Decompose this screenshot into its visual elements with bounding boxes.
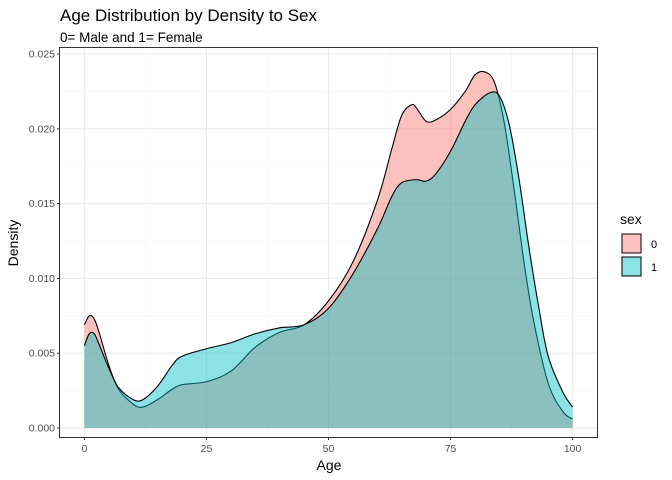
x-tick-label: 0: [81, 443, 87, 455]
x-axis-label: Age: [317, 457, 342, 473]
x-tick-label: 75: [445, 443, 457, 455]
plot-border: [59, 47, 598, 438]
legend-key-bg: [621, 233, 642, 254]
legend: sex 0 1: [620, 211, 657, 277]
x-tick-label: 50: [323, 443, 335, 455]
y-axis-label: Density: [5, 220, 21, 267]
density-line-sex-0: [83, 70, 573, 420]
y-tick-label: 0.000: [29, 423, 55, 435]
x-tick-label: 25: [201, 443, 213, 455]
chart-title: Age Distribution by Density to Sex: [60, 6, 318, 25]
legend-label-sex-1: 1: [651, 262, 657, 274]
grid-lines: [60, 48, 597, 437]
legend-key-sex-1: [621, 256, 642, 277]
y-tick-label: 0.020: [29, 123, 55, 135]
y-tick-label: 0.015: [29, 198, 55, 210]
density-area-sex-0: [84, 71, 573, 429]
axis-ticks: 0 25 50 75 100 0.000 0.005 0.010 0.015 0.020 0.025: [29, 48, 582, 455]
y-tick-label: 0.010: [29, 273, 55, 285]
density-line-sex-1: [83, 91, 574, 408]
y-tick-label: 0.005: [29, 348, 55, 360]
x-tick-label: 100: [564, 443, 582, 455]
legend-key-bg: [621, 256, 642, 277]
density-areas: [83, 70, 574, 429]
legend-label-sex-0: 0: [651, 239, 657, 251]
y-tick-label: 0.025: [29, 48, 55, 60]
legend-key-sex-0: [621, 233, 642, 254]
density-area-sex-1: [84, 91, 573, 429]
chart-subtitle: 0= Male and 1= Female: [60, 30, 203, 45]
legend-title: sex: [620, 211, 642, 227]
